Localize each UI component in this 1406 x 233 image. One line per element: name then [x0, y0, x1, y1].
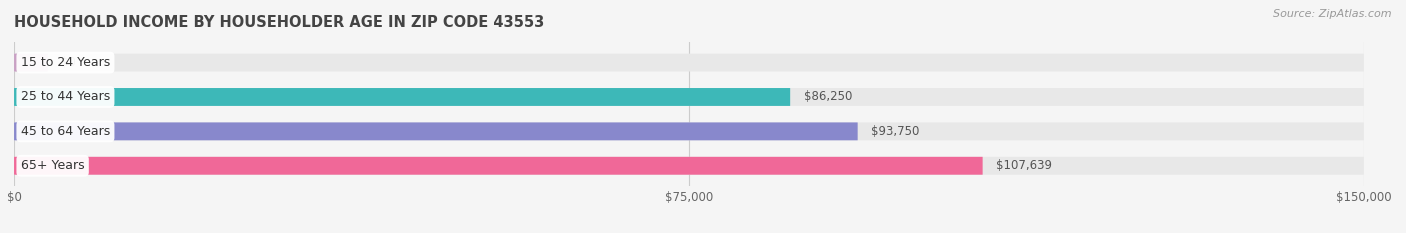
FancyBboxPatch shape: [14, 54, 1364, 72]
FancyBboxPatch shape: [14, 122, 1364, 140]
FancyBboxPatch shape: [14, 88, 790, 106]
FancyBboxPatch shape: [14, 122, 858, 140]
Text: 45 to 64 Years: 45 to 64 Years: [21, 125, 110, 138]
FancyBboxPatch shape: [14, 157, 983, 175]
Text: 25 to 44 Years: 25 to 44 Years: [21, 90, 110, 103]
Text: Source: ZipAtlas.com: Source: ZipAtlas.com: [1274, 9, 1392, 19]
Text: 15 to 24 Years: 15 to 24 Years: [21, 56, 110, 69]
FancyBboxPatch shape: [14, 157, 1364, 175]
Text: HOUSEHOLD INCOME BY HOUSEHOLDER AGE IN ZIP CODE 43553: HOUSEHOLD INCOME BY HOUSEHOLDER AGE IN Z…: [14, 15, 544, 30]
Text: $0: $0: [62, 56, 76, 69]
FancyBboxPatch shape: [14, 88, 1364, 106]
FancyBboxPatch shape: [14, 54, 48, 72]
Text: $86,250: $86,250: [804, 90, 852, 103]
Text: $107,639: $107,639: [995, 159, 1052, 172]
Text: $93,750: $93,750: [872, 125, 920, 138]
Text: 65+ Years: 65+ Years: [21, 159, 84, 172]
